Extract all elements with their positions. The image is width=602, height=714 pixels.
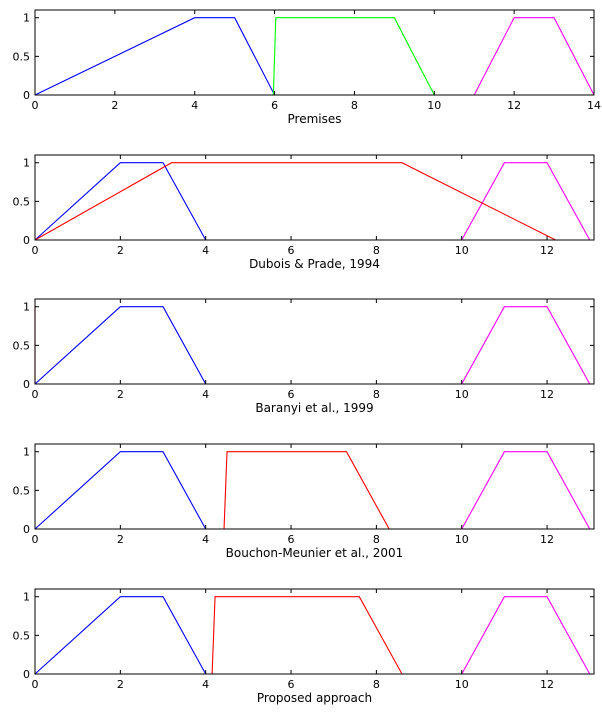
series-line-1 [34,451,207,530]
subplot-4: 0 2 4 6 8 10 12 0 0.5 1 Bouchon-Meunier et al., 20… [13,443,595,560]
x-tick-label: 12 [540,678,554,691]
y-tick-label: 0 [23,523,30,536]
plot-area [35,155,594,240]
y-tick-label: 0.5 [13,339,31,352]
series-line-3 [34,162,556,241]
x-tick-label: 2 [117,678,124,691]
y-tick-label: 1 [23,157,30,170]
x-tick-label: 2 [111,99,118,112]
subplot-3: 0 2 4 6 8 10 12 0 0.5 1 Baranyi et al., 1999 [13,298,595,415]
axes-frame [34,588,595,675]
x-tick-label: 12 [540,388,554,401]
x-tick-label: 0 [32,533,39,546]
x-tick-label: 0 [32,99,39,112]
axes-frame [34,443,595,530]
x-tick-label: 0 [32,388,39,401]
y-tick-label: 0.5 [13,629,31,642]
x-tick-label: 8 [373,678,380,691]
x-tick-label: 2 [117,244,124,257]
x-tick-label: 10 [455,388,469,401]
x-tick-label: 10 [455,678,469,691]
plot-area [35,589,594,674]
x-tick-label: 4 [191,99,198,112]
y-tick-label: 0.5 [13,50,31,63]
x-tick-label: 6 [288,678,295,691]
x-tick-label: 0 [32,678,39,691]
plot-area [35,299,594,384]
subplot-2: 0 2 4 6 8 10 12 0 0.5 1 Dubois & Prade, 1994 [13,154,595,271]
x-tick-label: 10 [427,99,441,112]
x-tick-label: 4 [202,244,209,257]
x-tick-label: 10 [455,244,469,257]
subplot-1: 0 2 4 6 8 10 12 14 0 0.5 1 Premises [13,9,601,126]
x-axis-label: Premises [288,112,342,126]
plot-area [35,444,594,529]
x-tick-label: 12 [507,99,521,112]
axes-frame [34,298,595,385]
x-tick-label: 14 [587,99,601,112]
y-tick-label: 0.5 [13,484,31,497]
x-tick-label: 8 [373,533,380,546]
y-tick-label: 0 [23,89,30,102]
y-tick-label: 1 [23,591,30,604]
x-tick-label: 4 [202,388,209,401]
x-axis-label: Dubois & Prade, 1994 [249,257,380,271]
x-tick-label: 8 [373,388,380,401]
y-tick-label: 0 [23,378,30,391]
x-tick-label: 6 [271,99,278,112]
axes-frame [34,9,595,96]
x-tick-label: 2 [117,388,124,401]
y-tick-label: 1 [23,301,30,314]
y-tick-label: 0 [23,234,30,247]
y-tick-label: 1 [23,446,30,459]
plot-area [35,10,594,95]
subplot-5: 0 2 4 6 8 10 12 0 0.5 1 Proposed approach [13,588,595,705]
series-line-1 [34,306,207,385]
x-tick-label: 12 [540,244,554,257]
x-axis-label: Baranyi et al., 1999 [255,401,373,415]
x-tick-label: 6 [288,388,295,401]
y-tick-label: 1 [23,12,30,25]
x-tick-label: 6 [288,533,295,546]
x-tick-label: 4 [202,678,209,691]
series-line-2 [461,306,591,385]
x-tick-label: 12 [540,533,554,546]
x-tick-label: 8 [373,244,380,257]
y-tick-label: 0.5 [13,195,31,208]
x-axis-label: Bouchon-Meunier et al., 2001 [226,546,404,560]
axes-frame [34,154,595,241]
x-tick-label: 6 [288,244,295,257]
x-tick-label: 8 [351,99,358,112]
series-line-2 [461,451,591,530]
y-tick-label: 0 [23,668,30,681]
x-tick-label: 2 [117,533,124,546]
series-line-1 [34,596,207,675]
x-axis-label: Proposed approach [257,691,372,705]
x-tick-label: 4 [202,533,209,546]
x-tick-label: 10 [455,533,469,546]
x-tick-label: 0 [32,244,39,257]
series-line-2 [461,596,591,675]
